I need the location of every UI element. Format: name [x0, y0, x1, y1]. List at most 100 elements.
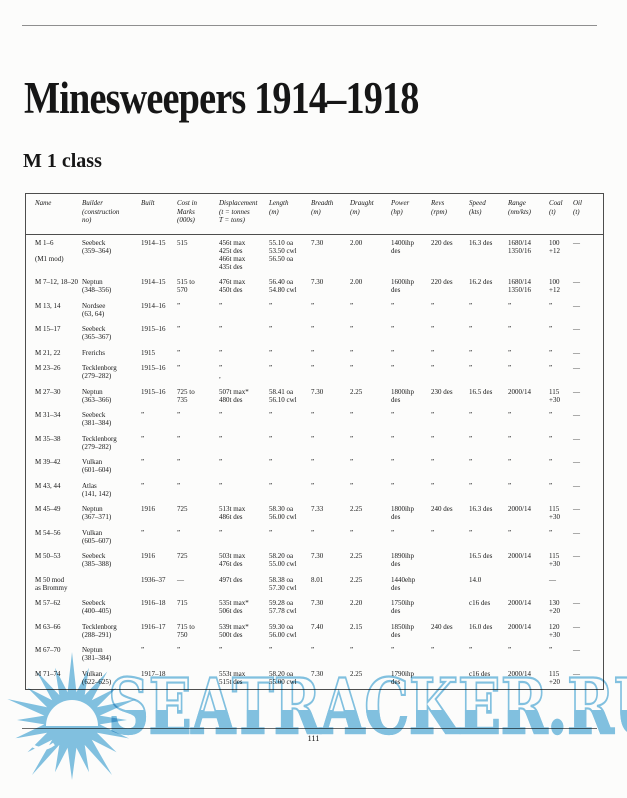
- table-row: M 43, 44 Atlas (141, 142) ” ” ” ” ” ” ” ” ” ” ” —: [26, 478, 603, 502]
- table-cell: 1915: [141, 348, 155, 357]
- table-cell: ”: [177, 481, 181, 490]
- table-cell: —: [573, 411, 580, 420]
- column-header: Speed (kts): [460, 194, 499, 235]
- table-cell: 1440ehp des: [391, 575, 416, 592]
- table-cell: —: [573, 669, 580, 678]
- table-cell: 7.30: [311, 669, 324, 678]
- table-cell: —: [573, 348, 580, 357]
- table-cell: 503t max 476t des: [219, 552, 246, 569]
- table-cell: 7.30: [311, 552, 324, 561]
- table-cell: 16.3 des: [469, 238, 493, 247]
- table-cell: ”: [219, 301, 223, 310]
- table-cell: 7.30: [311, 238, 324, 247]
- column-header: Displacement (t = tonnes T = tons): [210, 194, 260, 235]
- table-cell: [168, 666, 210, 690]
- table-cell: ”: [177, 411, 181, 420]
- table-cell: 120 +30: [549, 622, 560, 639]
- table-cell: 1750ihp des: [391, 599, 414, 616]
- table-cell: [422, 666, 460, 690]
- table-cell: 55.10 oa 53.50 cwl 56.50 oa: [269, 238, 297, 263]
- table-cell: 2.25: [350, 505, 363, 514]
- table-cell: 1915–16: [141, 325, 166, 334]
- table-cell: 240 des: [431, 505, 453, 514]
- table-row: M 67–70 Neptun (381–384) ” ” ” ” ” ” ” ” ” ” ” —: [26, 642, 603, 666]
- table-cell: 100 +12: [549, 278, 560, 295]
- table-cell: 8.01: [311, 575, 324, 584]
- table-cell: ”: [508, 434, 512, 443]
- table-cell: M 31–34: [35, 411, 61, 420]
- table-cell: [422, 572, 460, 596]
- table-cell: ”: [549, 348, 553, 357]
- table-cell: 115 +30: [549, 552, 560, 569]
- column-header: Draught (m): [341, 194, 382, 235]
- top-rule: [22, 25, 597, 26]
- table-cell: ”: [269, 528, 273, 537]
- table-cell: —: [573, 238, 580, 247]
- table-row: M 31–34 Seebeck (381–384) ” ” ” ” ” ” ” ” ” ” ” —: [26, 407, 603, 431]
- table-cell: ”: [269, 458, 273, 467]
- table-cell: Neptun (381–384): [82, 646, 112, 663]
- section-heading: M 1 class: [23, 150, 102, 172]
- table-cell: ”: [141, 411, 145, 420]
- table-cell: ”: [549, 325, 553, 334]
- table-cell: ”: [391, 458, 395, 467]
- table-row: M 1–6 (M1 mod) Seebeck (359–364) 1914–15 51…: [26, 234, 603, 274]
- table-cell: 7.40: [311, 622, 324, 631]
- footer-rule: [22, 728, 597, 729]
- table-cell: 58.38 oa 57.30 cwl: [269, 575, 297, 592]
- table-cell: ”: [549, 411, 553, 420]
- table-cell: ”: [431, 481, 435, 490]
- table-cell: ”: [219, 458, 223, 467]
- table-cell: ”: [508, 325, 512, 334]
- table-cell: M 50–53: [35, 552, 61, 561]
- table-cell: Vulkan (622–625): [82, 669, 112, 686]
- table-cell: 476t max 450t des: [219, 278, 246, 295]
- table-cell: ”: [311, 434, 315, 443]
- table-row: M 23–26 Tecklenborg (279–282) 1915–16 ” ” , ”…: [26, 360, 603, 384]
- table-cell: 1400ihp des: [391, 238, 414, 255]
- table-cell: Frerichs: [82, 348, 105, 357]
- table-cell: ”: [391, 434, 395, 443]
- column-header: Power (hp): [382, 194, 422, 235]
- table-cell: 1915–16: [141, 364, 166, 373]
- table-cell: Neptun (348–356): [82, 278, 112, 295]
- table-cell: ”: [549, 646, 553, 655]
- table-row: M 39–42 Vulkan (601–604) ” ” ” ” ” ” ” ” ” ” ” —: [26, 454, 603, 478]
- table-cell: 230 des: [431, 387, 453, 396]
- table-cell: 715: [177, 599, 188, 608]
- table-cell: ”: [508, 301, 512, 310]
- table-cell: 2.25: [350, 552, 363, 561]
- table-cell: M 39–42: [35, 458, 61, 467]
- table-cell: 1915–16: [141, 387, 166, 396]
- table-cell: 535t max* 506t des: [219, 599, 249, 616]
- table-cell: ”: [391, 364, 395, 373]
- table-cell: Tecklenborg (288–291): [82, 622, 117, 639]
- table-cell: 1850ihp des: [391, 622, 414, 639]
- table-cell: 2000/14: [508, 599, 531, 608]
- table-cell: ”: [350, 364, 354, 373]
- table-cell: —: [573, 325, 580, 334]
- table-cell: 16.3 des: [469, 505, 493, 514]
- table-cell: c16 des: [469, 669, 491, 678]
- column-header: Revs (rpm): [422, 194, 460, 235]
- table-cell: ”: [391, 528, 395, 537]
- column-header: Cost in Marks (000s): [168, 194, 210, 235]
- table-cell: 2000/14: [508, 622, 531, 631]
- table-cell: ”: [469, 411, 473, 420]
- table-cell: ”: [350, 434, 354, 443]
- table-cell: ”: [549, 364, 553, 373]
- table-cell: ”: [549, 528, 553, 537]
- table-cell: —: [573, 599, 580, 608]
- table-cell: M 63–66: [35, 622, 61, 631]
- table-cell: c16 des: [469, 599, 491, 608]
- table-cell: 456t max 425t des 466t max 435t des: [219, 238, 246, 271]
- table-cell: 59.28 oa 57.78 cwl: [269, 599, 297, 616]
- table-cell: 58.41 oa 56.10 cwl: [269, 387, 297, 404]
- table-cell: ”: [469, 646, 473, 655]
- table-cell: —: [177, 575, 184, 584]
- table-cell: M 43, 44: [35, 481, 61, 490]
- table-cell: —: [573, 458, 580, 467]
- table-cell: 1600ihp des: [391, 278, 414, 295]
- table-cell: Seebeck (385–388): [82, 552, 112, 569]
- table-cell: ”: [311, 481, 315, 490]
